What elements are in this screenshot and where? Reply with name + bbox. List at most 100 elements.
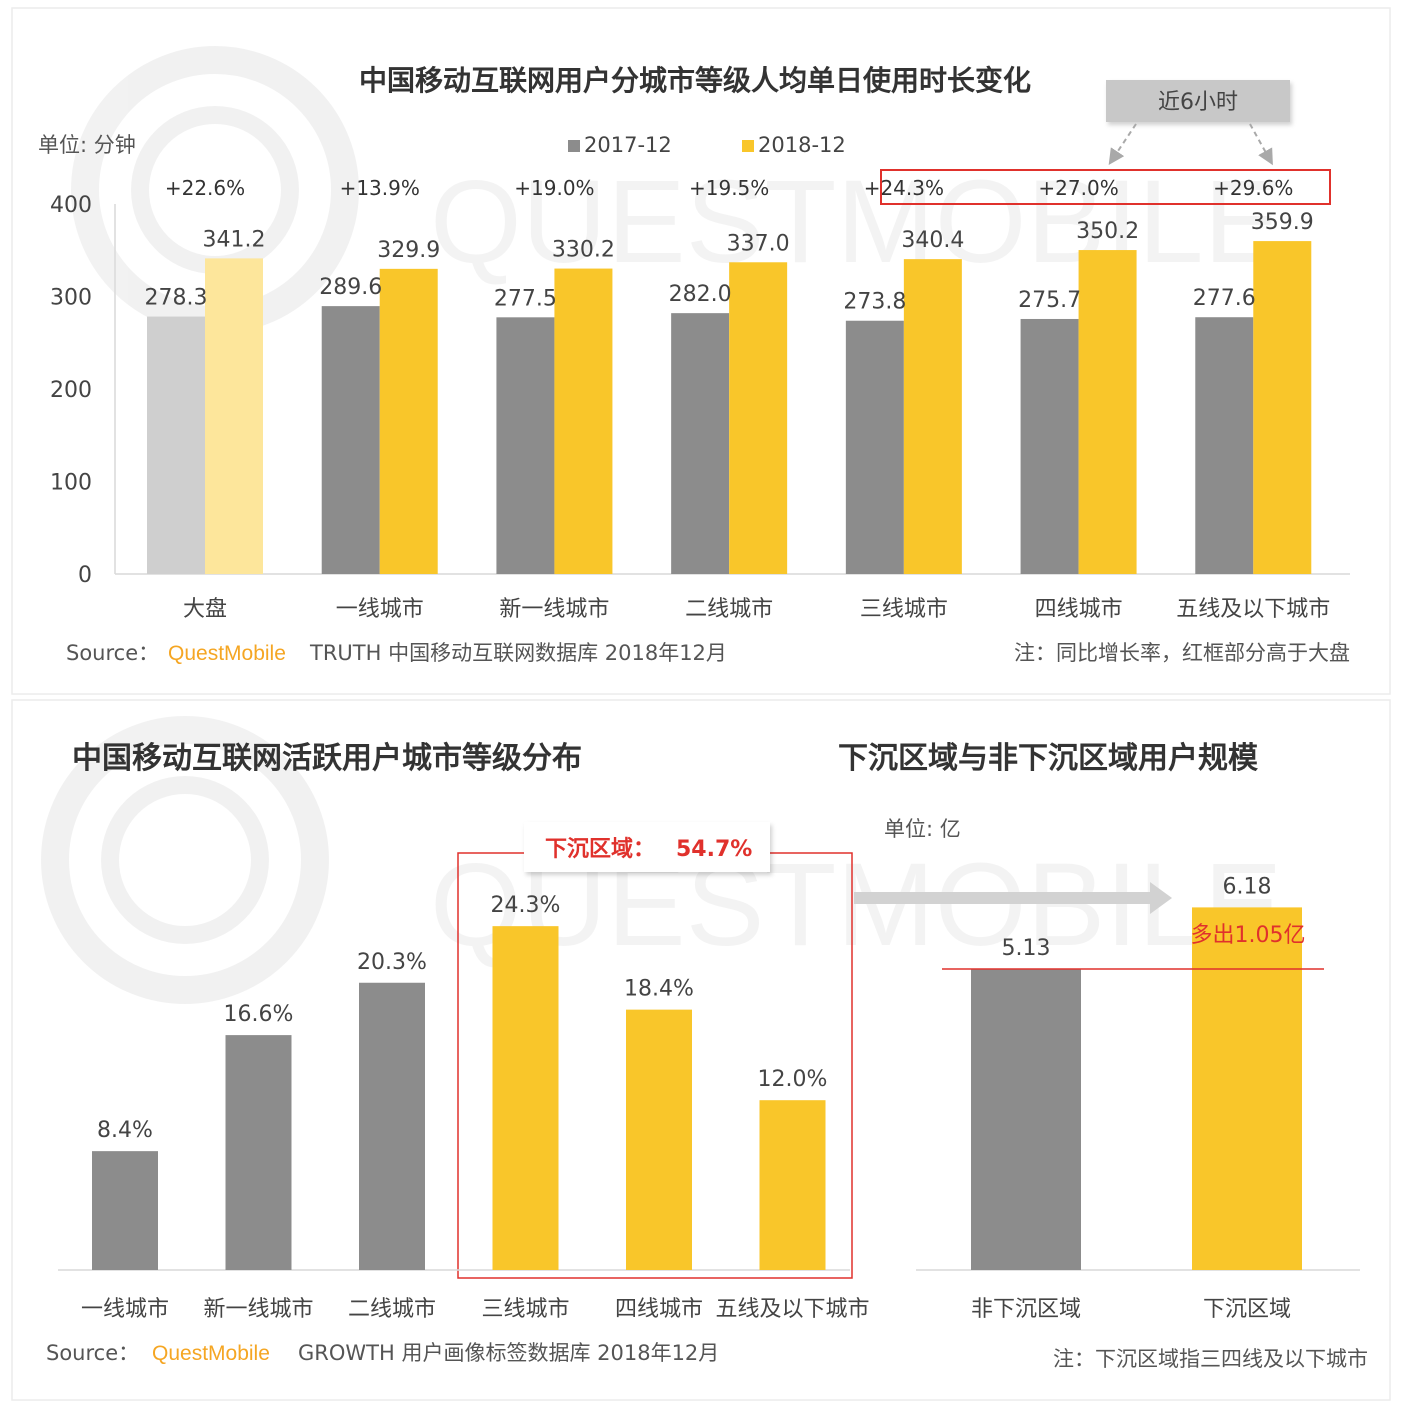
sinking-region-label-value: 54.7% — [676, 837, 752, 862]
bar-2018-12 — [1253, 241, 1312, 574]
value-label-2018-12: 341.2 — [203, 227, 266, 252]
distribution-bar — [92, 1151, 158, 1270]
distribution-category-label: 一线城市 — [81, 1297, 169, 1322]
value-label-2017-12: 277.6 — [1193, 286, 1256, 311]
distribution-category-label: 三线城市 — [481, 1297, 569, 1322]
bar-2018-12 — [729, 262, 788, 574]
callout-text: 近6小时 — [1158, 90, 1238, 115]
y-tick-label: 0 — [78, 563, 92, 588]
user-scale-value-label: 5.13 — [1002, 936, 1051, 961]
bottom-right-plot: 5.13 非下沉区域 6.18 下沉区域 — [916, 874, 1360, 1322]
legend-label-2017: 2017-12 — [584, 133, 672, 157]
top-source-brand: QuestMobile — [168, 642, 286, 665]
value-label-2018-12: 350.2 — [1076, 219, 1139, 244]
distribution-value-label: 8.4% — [97, 1118, 153, 1143]
bar-2017-12 — [1195, 317, 1254, 574]
value-label-2018-12: 340.4 — [901, 228, 964, 253]
x-category-label: 一线城市 — [336, 597, 424, 622]
value-label-2018-12: 359.9 — [1251, 210, 1314, 235]
growth-label: +27.0% — [1038, 176, 1118, 200]
legend-swatch-2018 — [742, 140, 754, 152]
top-source-rest: TRUTH 中国移动互联网数据库 2018年12月 — [309, 641, 727, 665]
connector-arrow-head — [1150, 882, 1172, 914]
distribution-bar — [359, 982, 425, 1270]
x-category-label: 新一线城市 — [499, 597, 609, 622]
distribution-bar — [626, 1009, 692, 1270]
bar-2018-12 — [205, 258, 263, 574]
bottom-right-title: 下沉区域与非下沉区域用户规模 — [838, 741, 1258, 776]
y-tick-label: 300 — [50, 286, 92, 311]
y-tick-label: 200 — [50, 378, 92, 403]
bar-2018-12 — [1078, 250, 1137, 574]
bottom-panel-frame — [11, 699, 1391, 1401]
top-source-prefix: Source： — [66, 641, 159, 665]
distribution-category-label: 二线城市 — [348, 1297, 436, 1322]
highlight-growth-box — [880, 169, 1331, 205]
x-category-label: 大盘 — [183, 597, 227, 622]
x-category-label: 二线城市 — [685, 597, 773, 622]
x-category-label: 四线城市 — [1035, 597, 1123, 622]
bottom-right-note: 注：下沉区域指三四线及以下城市 — [1053, 1347, 1368, 1371]
legend-label-2018: 2018-12 — [758, 133, 846, 157]
x-category-label: 三线城市 — [860, 597, 948, 622]
bottom-left-title: 中国移动互联网活跃用户城市等级分布 — [72, 741, 582, 776]
value-label-2017-12: 289.6 — [319, 275, 382, 300]
bottom-right-annotation: 多出1.05亿 — [1191, 923, 1306, 948]
value-label-2017-12: 275.7 — [1018, 288, 1081, 313]
distribution-value-label: 20.3% — [357, 950, 427, 975]
growth-label: +19.0% — [514, 176, 594, 200]
distribution-value-label: 12.0% — [758, 1067, 828, 1092]
value-label-2018-12: 330.2 — [552, 238, 615, 263]
value-label-2017-12: 277.5 — [494, 286, 557, 311]
distribution-value-label: 18.4% — [624, 977, 694, 1002]
distribution-category-label: 新一线城市 — [203, 1297, 313, 1322]
bar-2017-12 — [147, 316, 205, 574]
growth-label: +19.5% — [689, 176, 769, 200]
watermark-bottom — [41, 716, 329, 1004]
distribution-bar — [759, 1100, 826, 1270]
value-label-2018-12: 337.0 — [727, 231, 790, 256]
bar-2017-12 — [671, 313, 730, 574]
bottom-source-prefix: Source： — [46, 1341, 139, 1365]
callout-arrow-right — [1249, 123, 1273, 166]
value-label-2017-12: 278.3 — [145, 286, 208, 311]
callout-box — [1106, 80, 1290, 122]
legend-swatch-2017 — [568, 140, 580, 152]
bar-2017-12 — [496, 317, 555, 574]
user-scale-value-label: 6.18 — [1223, 874, 1272, 899]
distribution-value-label: 16.6% — [224, 1002, 294, 1027]
top-chart-title: 中国移动互联网用户分城市等级人均单日使用时长变化 — [359, 64, 1031, 97]
growth-label: +24.3% — [864, 176, 944, 200]
distribution-bar — [492, 926, 559, 1270]
y-tick-label: 400 — [50, 193, 92, 218]
bar-2017-12 — [321, 306, 380, 574]
callout-arrow-left — [1108, 123, 1137, 165]
bar-2017-12 — [1020, 318, 1079, 574]
bottom-right-unit: 单位: 亿 — [884, 817, 961, 841]
value-label-2018-12: 329.9 — [377, 238, 440, 263]
top-note: 注：同比增长率，红框部分高于大盘 — [1014, 641, 1350, 665]
user-scale-bar — [1192, 907, 1302, 1270]
distribution-category-label: 五线及以下城市 — [715, 1297, 869, 1322]
bar-2017-12 — [845, 320, 904, 574]
bottom-source-brand: QuestMobile — [152, 1342, 270, 1365]
distribution-value-label: 24.3% — [491, 893, 561, 918]
watermark-text-top: QUESTMOBILE — [430, 156, 1282, 288]
sinking-region-label-prefix: 下沉区域： — [545, 836, 655, 862]
growth-label: +13.9% — [340, 176, 420, 200]
bottom-left-plot: 8.4% 一线城市 16.6% 新一线城市 20.3% 二线城市 24.3% 三线城市 18.4… — [58, 893, 870, 1322]
distribution-category-label: 四线城市 — [615, 1297, 703, 1322]
y-tick-label: 100 — [50, 471, 92, 496]
sinking-region-label-box — [524, 822, 770, 872]
x-category-label: 五线及以下城市 — [1176, 597, 1330, 622]
growth-label: +22.6% — [165, 176, 245, 200]
top-chart-plot: 0 100 200 300 400 278.3 341.2 +22.6% 大盘 289.6 329.… — [50, 176, 1350, 622]
user-scale-category-label: 下沉区域 — [1203, 1297, 1291, 1322]
value-label-2017-12: 282.0 — [669, 282, 732, 307]
distribution-bar — [225, 1035, 292, 1270]
user-scale-bar — [971, 969, 1081, 1270]
growth-label: +29.6% — [1213, 176, 1293, 200]
bar-2018-12 — [554, 268, 613, 574]
